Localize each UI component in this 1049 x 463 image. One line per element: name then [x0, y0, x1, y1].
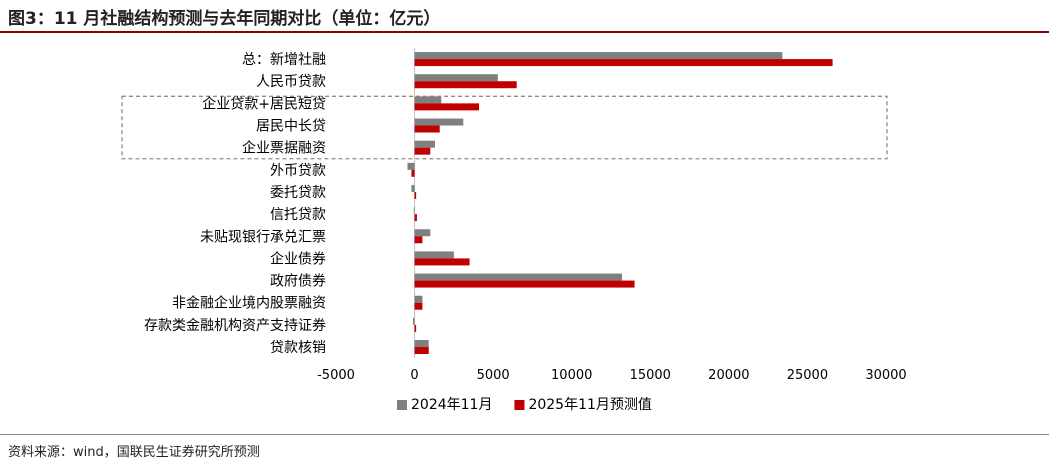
x-tick-label: 10000 — [551, 368, 592, 383]
bar-2024 — [411, 184, 415, 192]
category-label: 居民中长贷 — [256, 119, 326, 135]
category-label: 总：新增社融 — [242, 52, 326, 68]
category-label: 委托贷款 — [270, 185, 326, 201]
category-label: 外币贷款 — [270, 163, 326, 179]
bar-2025-forecast — [414, 324, 417, 332]
bar-2025-forecast — [414, 258, 470, 266]
category-label: 企业贷款+居民短贷 — [202, 95, 326, 112]
category-label: 信托贷款 — [270, 207, 326, 223]
legend-swatch-2024 — [397, 400, 407, 410]
bar-2025-forecast — [414, 347, 429, 355]
x-tick-label: 20000 — [708, 368, 749, 383]
category-label: 企业债券 — [270, 250, 326, 267]
bar-2024 — [414, 229, 431, 237]
x-tick-label: 30000 — [865, 368, 906, 383]
bar-2025-forecast — [414, 81, 517, 89]
x-tick-label: 5000 — [477, 368, 510, 383]
bar-2024 — [414, 118, 464, 126]
x-tick-label: 0 — [410, 368, 418, 383]
bar-chart: 总：新增社融人民币贷款企业贷款+居民短贷居民中长贷企业票据融资外币贷款委托贷款信… — [121, 48, 907, 413]
bar-2025-forecast — [414, 214, 417, 222]
category-label: 非金融企业境内股票融资 — [172, 295, 326, 312]
category-label: 人民币贷款 — [256, 74, 326, 90]
bar-2024 — [414, 74, 498, 82]
bar-2024 — [414, 340, 429, 348]
x-tick-label: 25000 — [787, 368, 828, 383]
bar-2024 — [407, 162, 415, 170]
bar-2024 — [414, 52, 783, 60]
footer-rule — [0, 434, 1049, 435]
bar-2024 — [413, 207, 415, 215]
bar-2025-forecast — [411, 169, 415, 177]
bar-2025-forecast — [414, 280, 635, 288]
bar-2025-forecast — [414, 302, 423, 310]
bar-2025-forecast — [414, 125, 440, 133]
bar-2024 — [414, 295, 423, 303]
x-tick-label: 15000 — [630, 368, 671, 383]
category-label: 企业票据融资 — [242, 140, 326, 157]
legend-label-2025: 2025年11月预测值 — [528, 397, 651, 413]
bar-2024 — [413, 317, 415, 325]
legend-swatch-2025 — [514, 400, 525, 410]
bar-2025-forecast — [414, 147, 431, 155]
bar-2024 — [414, 251, 454, 259]
figure-title: 图3：11 月社融结构预测与去年同期对比（单位：亿元） — [8, 9, 441, 29]
legend-label-2024: 2024年11月 — [411, 397, 492, 413]
bar-2025-forecast — [414, 236, 423, 244]
category-label: 存款类金融机构资产支持证券 — [144, 318, 326, 334]
source-note: 资料来源：wind，国联民生证券研究所预测 — [8, 445, 260, 460]
category-label: 政府债券 — [270, 274, 326, 290]
bar-2024 — [414, 140, 435, 148]
bar-2024 — [414, 96, 442, 104]
title-rule — [0, 31, 1049, 33]
bar-2025-forecast — [414, 103, 479, 111]
x-tick-label: -5000 — [317, 368, 355, 383]
bar-2024 — [414, 273, 622, 281]
bar-2025-forecast — [414, 59, 833, 67]
bar-2025-forecast — [414, 191, 417, 199]
category-label: 贷款核销 — [270, 340, 326, 356]
category-label: 未贴现银行承兑汇票 — [200, 229, 326, 245]
